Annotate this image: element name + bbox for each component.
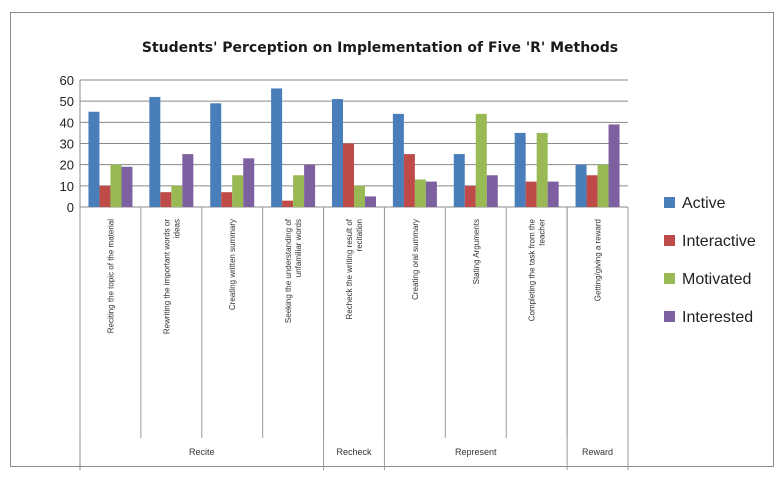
bar-interactive xyxy=(282,200,294,207)
bar-interested xyxy=(608,124,620,207)
bar-active xyxy=(392,113,404,207)
bar-interactive xyxy=(221,192,233,207)
y-tick-label: 50 xyxy=(60,94,74,109)
category-label: Recheck the writing result ofrecitation xyxy=(345,218,364,319)
group-label: Recheck xyxy=(336,447,372,457)
y-tick-label: 30 xyxy=(60,137,74,152)
category-label: Rewriting the important words orideas xyxy=(162,219,181,334)
legend-swatch xyxy=(664,235,675,246)
legend-swatch xyxy=(664,311,675,322)
bar-interactive xyxy=(99,185,111,207)
bar-interested xyxy=(547,181,559,207)
group-label: Reward xyxy=(582,447,613,457)
bar-motivated xyxy=(293,175,305,207)
category-label: Getting/giving a reward xyxy=(594,219,603,301)
category-label: Completing the task from theteacher xyxy=(528,218,547,321)
y-tick-label: 0 xyxy=(67,200,74,215)
bar-interactive xyxy=(586,175,598,207)
bar-active xyxy=(88,111,100,207)
bar-interested xyxy=(425,181,437,207)
category-label: Creating written summary xyxy=(228,219,237,310)
legend-label: Motivated xyxy=(682,271,751,288)
bar-interested xyxy=(121,166,133,207)
chart-frame xyxy=(10,12,774,467)
bar-active xyxy=(332,99,343,207)
legend-label: Interested xyxy=(682,309,753,326)
bar-interested xyxy=(243,158,255,207)
bar-motivated xyxy=(354,185,365,207)
bar-motivated xyxy=(475,113,487,207)
bar-interested xyxy=(365,196,376,207)
bar-active xyxy=(514,132,526,207)
legend-label: Interactive xyxy=(682,233,756,250)
legend-swatch xyxy=(664,197,675,208)
y-tick-label: 60 xyxy=(60,73,74,88)
y-tick-label: 40 xyxy=(60,115,74,130)
bar-interactive xyxy=(464,185,476,207)
category-label: Seeking the understanding ofunfamiliar w… xyxy=(284,218,303,323)
bar-active xyxy=(575,164,587,207)
bar-interested xyxy=(304,164,316,207)
category-label: Creating oral summary xyxy=(411,219,420,300)
bar-motivated xyxy=(536,132,548,207)
category-label: Stating Arguments xyxy=(472,219,481,284)
bar-interactive xyxy=(525,181,537,207)
legend-label: Active xyxy=(682,195,726,212)
group-label: Recite xyxy=(189,447,215,457)
y-tick-label: 10 xyxy=(60,179,74,194)
bar-active xyxy=(149,96,161,207)
bar-motivated xyxy=(597,164,609,207)
bar-active xyxy=(210,103,222,207)
bar-interactive xyxy=(343,143,354,207)
group-label: Represent xyxy=(455,447,497,457)
bar-active xyxy=(453,154,465,207)
bar-interested xyxy=(182,154,194,207)
chart-title: Students' Perception on Implementation o… xyxy=(141,40,619,56)
bar-active xyxy=(271,88,283,207)
bar-motivated xyxy=(171,185,183,207)
bar-interactive xyxy=(403,154,415,207)
category-label: Reciting the topic of the material xyxy=(106,219,115,334)
bar-interactive xyxy=(160,192,172,207)
y-tick-label: 20 xyxy=(60,158,74,173)
bar-motivated xyxy=(110,164,122,207)
bar-motivated xyxy=(232,175,244,207)
legend-swatch xyxy=(664,273,675,284)
bar-motivated xyxy=(414,179,426,207)
bar-interested xyxy=(486,175,498,207)
